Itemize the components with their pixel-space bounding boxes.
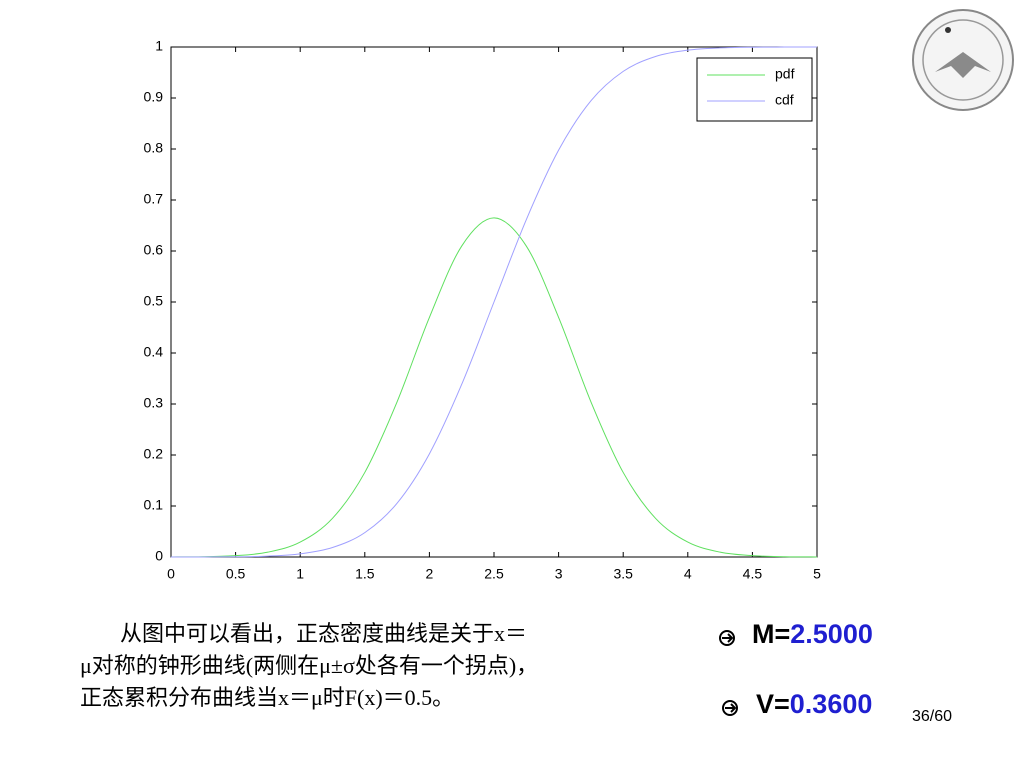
y-tick-label: 0.2: [144, 446, 164, 462]
legend-label: cdf: [775, 92, 794, 108]
page-number: 36/60: [912, 708, 953, 725]
stat-value: 0.3600: [789, 689, 873, 719]
x-tick-label: 2: [426, 566, 434, 582]
x-tick-label: 2.5: [484, 566, 504, 582]
y-tick-label: 0.4: [144, 344, 164, 360]
x-tick-label: 3: [555, 566, 563, 582]
text-line: 正态累积分布曲线当x＝μ时F(x)＝0.5。: [80, 685, 455, 710]
y-tick-label: 0.6: [144, 242, 164, 258]
y-tick-label: 0.7: [144, 191, 164, 207]
chart: 0 0.5 1 1.5 2 2.5 3 3.5 4 4.5 5 0 0.1 0.2 0.3 0.4 0.5 0.6…: [144, 9, 1014, 582]
x-tick-label: 5: [813, 566, 821, 582]
logo: [912, 9, 1014, 111]
x-tick-label: 1: [296, 566, 304, 582]
stat-label: V=: [756, 689, 790, 719]
legend-box: [696, 57, 813, 122]
description: 从图中可以看出，正态密度曲线是关于x＝ μ对称的钟形曲线(两侧在μ±σ处各有一个…: [80, 618, 538, 714]
stat: M=2.5000: [752, 619, 873, 650]
stat: V=0.3600: [756, 689, 872, 720]
series-line: [170, 46, 818, 558]
series-line: [170, 217, 818, 558]
x-tick-label: 4.5: [743, 566, 763, 582]
text-line: 从图中可以看出，正态密度曲线是关于x＝: [120, 621, 528, 646]
x-tick-label: 0: [167, 566, 175, 582]
legend-label: pdf: [775, 66, 795, 82]
y-tick-label: 0.3: [144, 395, 164, 411]
y-tick-label: 0.5: [144, 293, 164, 309]
y-tick-label: 0.1: [144, 497, 164, 513]
x-tick-label: 1.5: [355, 566, 375, 582]
x-tick-label: 4: [684, 566, 692, 582]
x-tick-label: 0.5: [226, 566, 246, 582]
x-tick-label: 3.5: [613, 566, 633, 582]
stat-label: M=: [752, 619, 791, 649]
y-tick-label: 0: [155, 548, 163, 564]
text-line: μ对称的钟形曲线(两侧在μ±σ处各有一个拐点)，: [80, 653, 539, 678]
bullet: [722, 700, 738, 716]
y-tick-label: 0.9: [144, 89, 164, 105]
stat-value: 2.5000: [790, 619, 873, 649]
y-tick-label: 0.8: [144, 140, 164, 156]
y-tick-label: 1: [155, 38, 163, 54]
bullet: [719, 630, 735, 646]
